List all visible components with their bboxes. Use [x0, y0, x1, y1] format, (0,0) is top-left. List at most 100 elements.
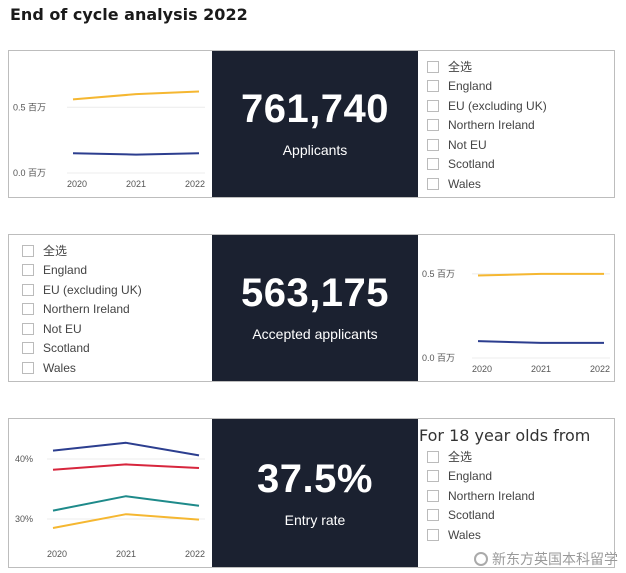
- slicer-item[interactable]: Scotland: [427, 506, 609, 526]
- checkbox[interactable]: [427, 138, 439, 151]
- slicer-item-label: Northern Ireland: [43, 302, 130, 317]
- checkbox[interactable]: [427, 528, 439, 541]
- y-tick-label: 30%: [15, 514, 33, 524]
- slicer-item[interactable]: Northern Ireland: [427, 486, 609, 506]
- slicer-item-label: England: [43, 263, 88, 278]
- slicer-item-label: Not EU: [43, 321, 82, 336]
- slicer-item-label: Scotland: [448, 157, 495, 172]
- checkbox[interactable]: [427, 158, 439, 171]
- y-tick-label: 0.5 百万: [13, 102, 46, 112]
- slicer-item-label: 全选: [448, 450, 473, 465]
- checkbox[interactable]: [427, 60, 439, 73]
- slicer-item[interactable]: Scotland: [427, 155, 612, 175]
- series-line: [52, 463, 200, 471]
- slicer-item-label: Wales: [448, 527, 481, 542]
- slicer-item[interactable]: EU (excluding UK): [427, 96, 612, 116]
- slicer-item[interactable]: England: [427, 77, 612, 97]
- series-line: [52, 441, 200, 457]
- slicer-item[interactable]: 全选: [427, 57, 612, 77]
- slicer-item[interactable]: Northern Ireland: [22, 300, 212, 320]
- applicants-card: 0.5 百万 0.0 百万 2020 2021 2022 761,740 Applica…: [8, 50, 615, 198]
- applicants-kpi: 761,740 Applicants: [212, 51, 418, 197]
- checkbox[interactable]: [427, 489, 439, 502]
- x-tick-label: 2022: [185, 179, 205, 189]
- entry-rate-kpi: 37.5% Entry rate: [212, 419, 418, 567]
- x-tick-label: 2022: [185, 549, 205, 559]
- slicer-item-label: EU (excluding UK): [43, 282, 142, 297]
- slicer-item[interactable]: Wales: [427, 525, 609, 545]
- slicer-item[interactable]: Wales: [427, 174, 612, 194]
- checkbox[interactable]: [22, 342, 34, 355]
- x-tick-label: 2021: [126, 179, 146, 189]
- accepted-applicants-card: 全选 England EU (excluding UK) Northern Irela…: [8, 234, 615, 382]
- y-tick-label: 0.0 百万: [13, 168, 46, 178]
- slicer-item[interactable]: Wales: [22, 358, 212, 378]
- slicer-item[interactable]: Not EU: [22, 319, 212, 339]
- slicer-item-label: 全选: [448, 60, 473, 75]
- checkbox[interactable]: [22, 322, 34, 335]
- entry-rate-line-chart: 40% 30% 2020 2021 2022: [15, 441, 205, 559]
- x-tick-label: 2021: [531, 364, 551, 374]
- wechat-icon: [474, 552, 488, 566]
- slicer-item-label: Not EU: [448, 137, 487, 152]
- country-slicer-1: 全选 England EU (excluding UK) Northern Irela…: [427, 51, 612, 194]
- slicer-item[interactable]: Not EU: [427, 135, 612, 155]
- accepted-applicants-label: Accepted applicants: [252, 326, 378, 342]
- slicer-item-label: Northern Ireland: [448, 118, 535, 133]
- slicer-item-label: Wales: [43, 360, 76, 375]
- entry-rate-value: 37.5%: [257, 457, 373, 501]
- slicer-item-label: 全选: [43, 244, 68, 259]
- slicer-item[interactable]: England: [427, 467, 609, 487]
- slicer-item[interactable]: 全选: [427, 447, 609, 467]
- slicer-item-label: Northern Ireland: [448, 488, 535, 503]
- x-tick-label: 2020: [472, 364, 492, 374]
- slicer-item-label: England: [448, 79, 493, 94]
- slicer-item[interactable]: England: [22, 261, 212, 281]
- x-tick-label: 2021: [116, 549, 136, 559]
- series-line: [477, 272, 604, 277]
- checkbox[interactable]: [22, 361, 34, 374]
- slicer-header: For 18 year olds from: [419, 426, 591, 445]
- slicer-item-label: England: [448, 469, 493, 484]
- series-line: [72, 90, 200, 101]
- entry-rate-label: Entry rate: [284, 512, 346, 528]
- checkbox[interactable]: [427, 80, 439, 93]
- accepted-applicants-kpi: 563,175 Accepted applicants: [212, 235, 418, 381]
- checkbox[interactable]: [22, 303, 34, 316]
- x-tick-label: 2020: [47, 549, 67, 559]
- series-line: [52, 495, 200, 512]
- slicer-item[interactable]: 全选: [22, 241, 212, 261]
- checkbox[interactable]: [427, 99, 439, 112]
- country-slicer-2: 全选 England EU (excluding UK) Northern Irela…: [22, 235, 212, 378]
- slicer-item[interactable]: EU (excluding UK): [22, 280, 212, 300]
- checkbox[interactable]: [22, 283, 34, 296]
- checkbox[interactable]: [22, 264, 34, 277]
- slicer-item-label: Scotland: [43, 341, 90, 356]
- y-tick-label: 40%: [15, 454, 33, 464]
- slicer-item-label: EU (excluding UK): [448, 98, 547, 113]
- y-tick-label: 0.0 百万: [422, 353, 455, 363]
- watermark-text: 新东方英国本科留学: [492, 552, 618, 568]
- slicer-item-label: Wales: [448, 176, 481, 191]
- checkbox[interactable]: [22, 244, 34, 257]
- checkbox[interactable]: [427, 470, 439, 483]
- watermark: 新东方英国本科留学: [474, 549, 618, 569]
- applicants-value: 761,740: [240, 87, 390, 131]
- applicants-line-chart: 0.5 百万 0.0 百万 2020 2021 2022: [13, 90, 205, 189]
- checkbox[interactable]: [427, 450, 439, 463]
- x-tick-label: 2022: [590, 364, 610, 374]
- series-line: [477, 340, 604, 344]
- accepted-applicants-line-chart: 0.5 百万 0.0 百万 2020 2021 2022: [422, 269, 610, 374]
- slicer-item[interactable]: Northern Ireland: [427, 116, 612, 136]
- slicer-item[interactable]: Scotland: [22, 339, 212, 359]
- y-tick-label: 0.5 百万: [422, 269, 455, 279]
- accepted-applicants-value: 563,175: [240, 271, 390, 315]
- page-title: End of cycle analysis 2022: [10, 5, 248, 24]
- checkbox[interactable]: [427, 509, 439, 522]
- country-slicer-3: 全选 England Northern Ireland Scotland Wales: [419, 445, 609, 545]
- checkbox[interactable]: [427, 119, 439, 132]
- x-tick-label: 2020: [67, 179, 87, 189]
- series-line: [52, 513, 200, 529]
- slicer-item-label: Scotland: [448, 508, 495, 523]
- checkbox[interactable]: [427, 177, 439, 190]
